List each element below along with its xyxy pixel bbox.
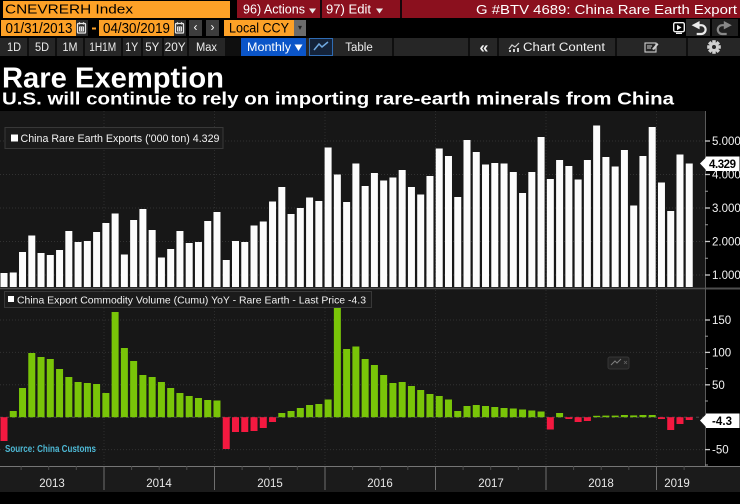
svg-text:2019: 2019 (664, 478, 690, 490)
svg-text:2014: 2014 (146, 478, 172, 490)
svg-text:3.000: 3.000 (712, 203, 740, 215)
svg-text:5Y: 5Y (145, 42, 159, 54)
svg-text:1.000: 1.000 (712, 270, 740, 282)
svg-text:Local CCY: Local CCY (229, 21, 289, 36)
svg-text:2015: 2015 (257, 478, 283, 490)
svg-text:2018: 2018 (588, 478, 614, 490)
svg-text:100: 100 (712, 347, 731, 359)
svg-text:50: 50 (712, 380, 725, 392)
svg-text:Monthly: Monthly (247, 42, 291, 54)
svg-text:01/31/2013: 01/31/2013 (6, 21, 73, 37)
svg-text:04/30/2019: 04/30/2019 (103, 21, 170, 37)
svg-text:CNEVRERH Index: CNEVRERH Index (5, 3, 134, 17)
svg-text:Source: China Customs: Source: China Customs (5, 443, 96, 455)
svg-text:1D: 1D (7, 42, 21, 54)
svg-text:Max: Max (196, 42, 217, 54)
svg-text:Chart Content: Chart Content (523, 42, 606, 54)
svg-text:1M: 1M (63, 42, 78, 54)
svg-text:1H1M: 1H1M (89, 42, 116, 54)
svg-text:U.S. will continue to rely on: U.S. will continue to rely on importing … (2, 89, 674, 109)
svg-text:1Y: 1Y (125, 42, 138, 54)
svg-text:2.000: 2.000 (712, 237, 740, 249)
svg-text:«: « (480, 40, 489, 57)
svg-text:5D: 5D (35, 42, 49, 54)
svg-text:Table: Table (345, 42, 373, 54)
svg-text:2013: 2013 (39, 478, 65, 490)
svg-text:2016: 2016 (367, 478, 393, 490)
svg-text:96) Actions: 96) Actions (243, 3, 305, 17)
svg-text:97) Edit: 97) Edit (326, 3, 372, 17)
svg-text:4.329: 4.329 (709, 159, 736, 171)
svg-text:G #BTV 4689: China Rare Earth: G #BTV 4689: China Rare Earth Export (476, 2, 737, 17)
svg-text:-4.3: -4.3 (712, 416, 732, 428)
svg-text:Rare Exemption: Rare Exemption (2, 63, 224, 95)
svg-text:4.000: 4.000 (712, 170, 740, 182)
svg-text:China Export Commodity Volume: China Export Commodity Volume (Cumu) YoY… (17, 295, 366, 307)
svg-text:China Rare Earth Exports ('000: China Rare Earth Exports ('000 ton) 4.32… (21, 133, 220, 145)
svg-text:5.000: 5.000 (712, 136, 740, 148)
svg-text:2017: 2017 (478, 478, 504, 490)
svg-text:150: 150 (712, 315, 731, 327)
svg-text:-50: -50 (712, 445, 729, 457)
svg-text:20Y: 20Y (165, 42, 186, 54)
